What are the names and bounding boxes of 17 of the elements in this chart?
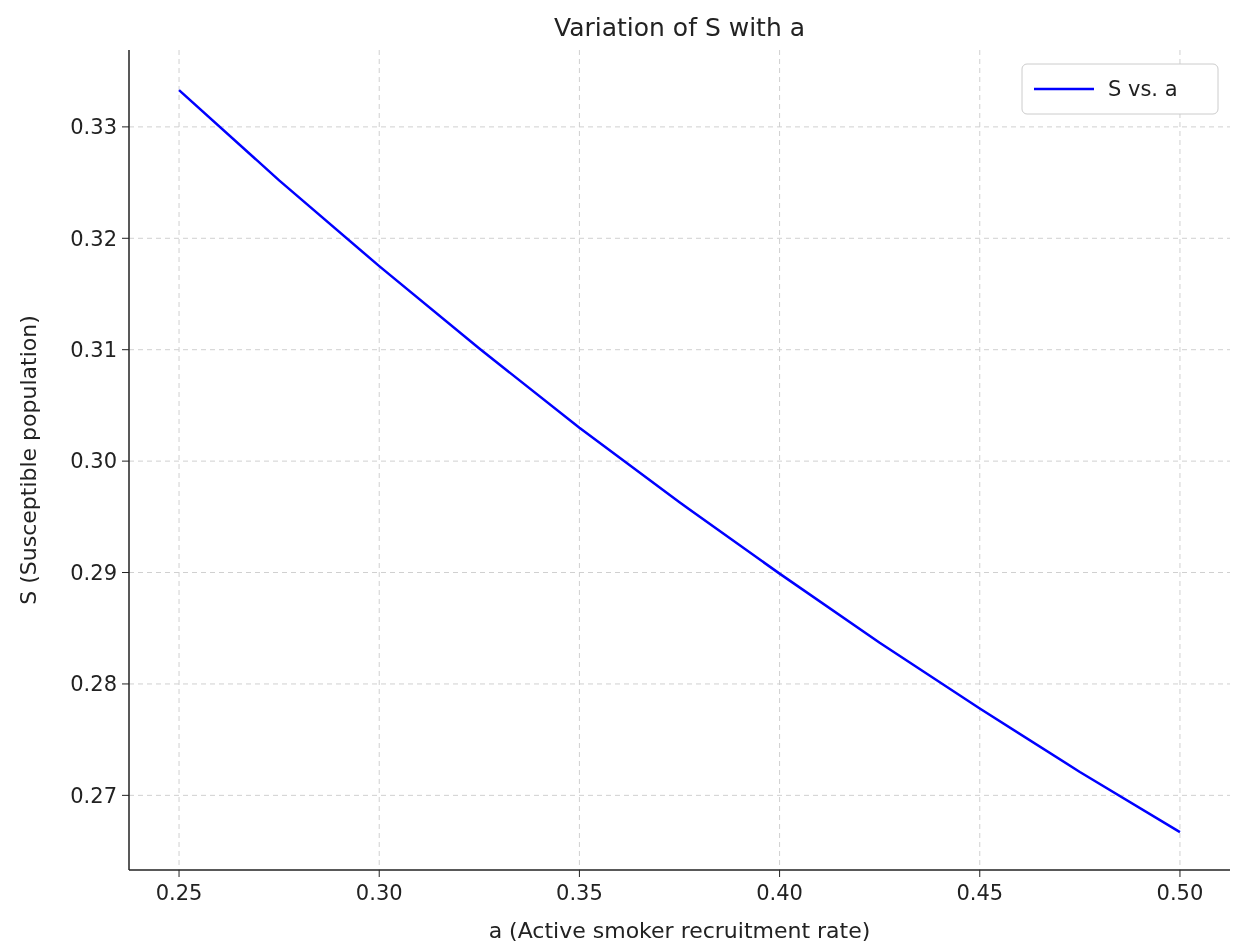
x-tick-label: 0.50: [1156, 881, 1204, 905]
y-tick-label: 0.29: [70, 560, 117, 585]
legend-label: S vs. a: [1108, 77, 1178, 102]
x-tick-label: 0.45: [956, 881, 1004, 905]
x-axis-title: a (Active smoker recruitment rate): [488, 918, 871, 943]
y-tick-label: 0.30: [70, 449, 117, 474]
y-tick-label: 0.33: [70, 115, 117, 140]
y-tick-label: 0.27: [70, 783, 117, 808]
x-tick-label: 0.35: [556, 881, 603, 905]
x-tick-label: 0.30: [355, 881, 403, 905]
x-tick-label: 0.25: [155, 881, 203, 905]
y-tick-label: 0.32: [70, 226, 117, 251]
x-tick-label: 0.40: [756, 881, 803, 905]
y-tick-label: 0.28: [70, 672, 117, 697]
y-tick-label: 0.31: [70, 338, 117, 363]
y-axis-title: S (Susceptible population): [16, 315, 41, 605]
chart-title: Variation of S with a: [553, 13, 806, 42]
